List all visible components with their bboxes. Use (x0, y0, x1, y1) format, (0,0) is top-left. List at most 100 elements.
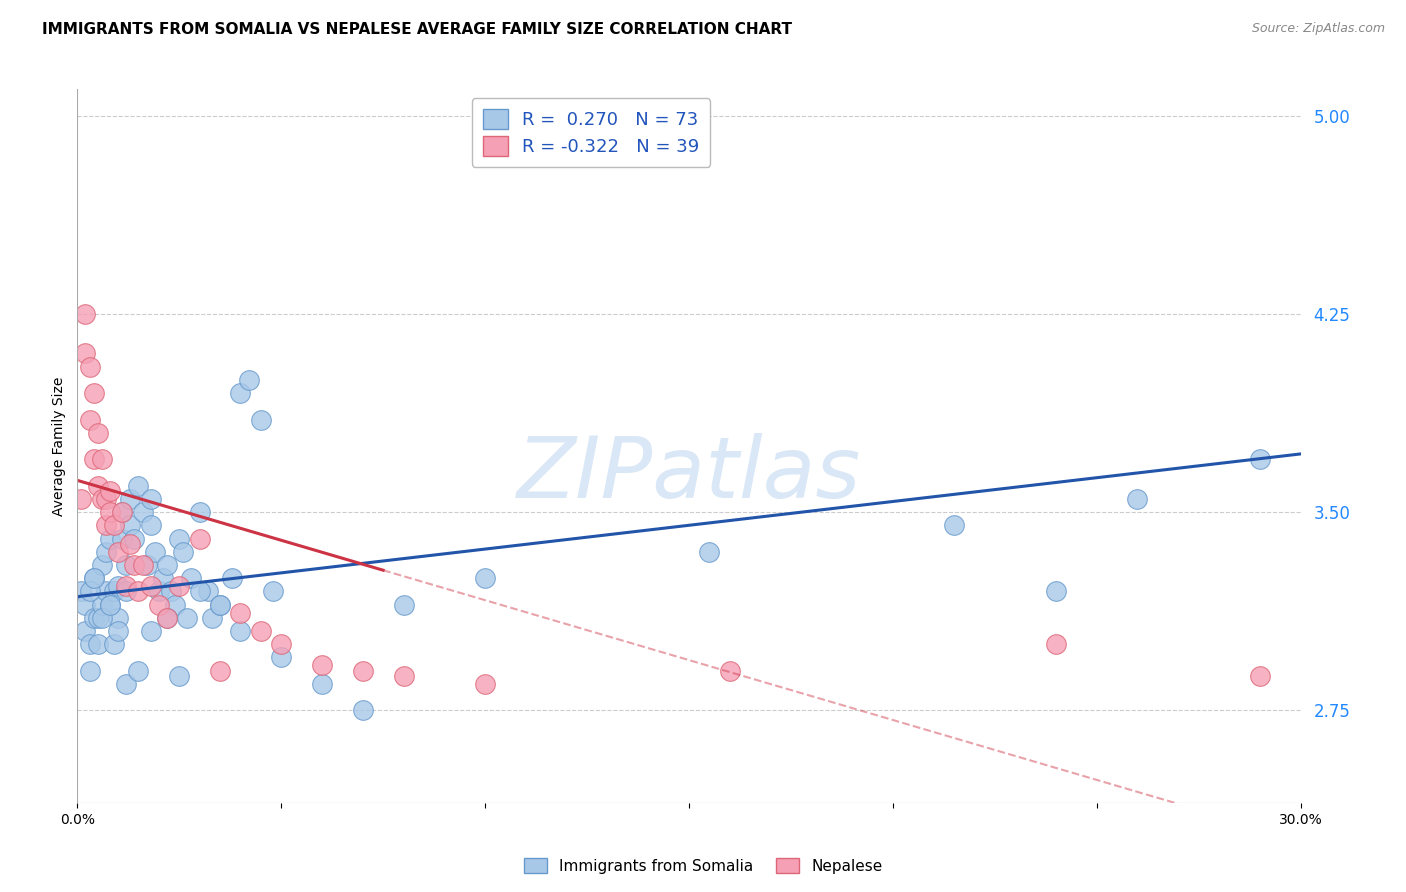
Point (209, 598, 232, 612)
Point (79, 584, 101, 599)
Point (139, 518, 162, 533)
Point (98, 483, 121, 498)
Point (87, 478, 110, 492)
Text: ZIPatlas: ZIPatlas (517, 433, 860, 516)
Point (229, 386, 252, 401)
Point (156, 611, 179, 625)
Point (111, 505, 134, 519)
Point (250, 624, 273, 638)
Point (209, 664, 232, 678)
Point (75, 346, 97, 360)
Point (1126, 491, 1149, 506)
Point (156, 558, 179, 572)
Point (238, 373, 260, 387)
Point (111, 505, 134, 519)
Point (188, 532, 211, 546)
Point (75, 624, 97, 638)
Point (139, 624, 162, 638)
Legend: R =  0.270   N = 73, R = -0.322   N = 39: R = 0.270 N = 73, R = -0.322 N = 39 (472, 98, 710, 167)
Y-axis label: Average Family Size: Average Family Size (52, 376, 66, 516)
Point (128, 478, 150, 492)
Point (352, 664, 374, 678)
Point (87, 611, 110, 625)
Point (107, 545, 129, 559)
Point (128, 664, 150, 678)
Point (75, 307, 97, 321)
Point (111, 532, 134, 546)
Point (115, 677, 138, 691)
Point (98, 532, 121, 546)
Point (115, 558, 138, 572)
Point (943, 518, 966, 533)
Point (75, 598, 97, 612)
Point (188, 505, 211, 519)
Point (169, 579, 191, 593)
Point (120, 491, 142, 506)
Point (83, 386, 105, 401)
Point (156, 611, 179, 625)
Point (94, 491, 117, 506)
Point (229, 624, 252, 638)
Point (98, 598, 121, 612)
Point (1045, 637, 1067, 651)
Point (90, 452, 112, 467)
Point (131, 558, 153, 572)
Point (1249, 669, 1271, 683)
Point (209, 598, 232, 612)
Point (98, 505, 121, 519)
Point (718, 664, 741, 678)
Point (70, 491, 93, 506)
Point (94, 518, 117, 533)
Point (172, 545, 194, 559)
Point (79, 637, 101, 651)
Point (94, 584, 117, 599)
Point (124, 532, 146, 546)
Point (79, 664, 101, 678)
Point (270, 637, 292, 651)
Point (120, 537, 142, 551)
Point (90, 598, 112, 612)
Point (180, 571, 202, 585)
Point (474, 677, 496, 691)
Point (79, 412, 101, 426)
Point (83, 571, 105, 585)
Point (262, 584, 284, 599)
Point (221, 571, 243, 585)
Point (70, 584, 93, 599)
Point (90, 611, 112, 625)
Point (103, 584, 125, 599)
Point (94, 545, 117, 559)
Point (115, 584, 138, 599)
Point (79, 359, 101, 374)
Point (176, 611, 198, 625)
Point (148, 584, 170, 599)
Point (165, 598, 187, 612)
Point (90, 491, 112, 506)
Point (311, 658, 333, 673)
Point (474, 571, 496, 585)
Point (1045, 584, 1067, 599)
Point (169, 669, 191, 683)
Point (83, 571, 105, 585)
Point (1249, 452, 1271, 467)
Point (128, 584, 150, 599)
Point (270, 650, 292, 665)
Point (139, 491, 162, 506)
Point (392, 669, 415, 683)
Point (90, 558, 112, 572)
Text: Source: ZipAtlas.com: Source: ZipAtlas.com (1251, 22, 1385, 36)
Point (250, 412, 273, 426)
Point (392, 598, 415, 612)
Point (699, 545, 721, 559)
Point (107, 624, 129, 638)
Point (115, 579, 138, 593)
Point (103, 518, 125, 533)
Point (83, 611, 105, 625)
Point (148, 598, 170, 612)
Point (229, 606, 252, 620)
Point (83, 452, 105, 467)
Point (135, 558, 157, 572)
Point (143, 545, 166, 559)
Point (311, 677, 333, 691)
Point (124, 558, 146, 572)
